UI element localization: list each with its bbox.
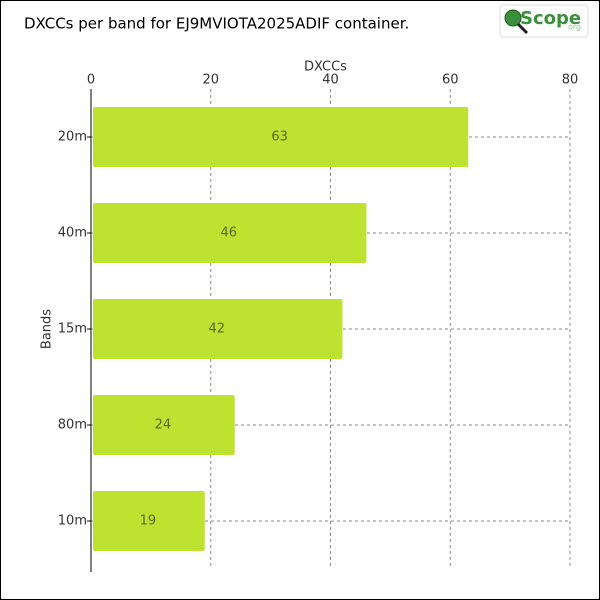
value-label: 63	[271, 130, 288, 145]
x-tick-label: 40	[322, 73, 339, 88]
y-tick-label: 40m	[58, 226, 87, 241]
bar	[93, 395, 235, 455]
x-tick-label: 0	[87, 73, 95, 88]
bar	[93, 299, 343, 359]
logo-handle	[516, 22, 529, 35]
bar	[93, 203, 367, 263]
y-axis-label: Bands	[40, 309, 55, 349]
x-axis-label: DXCCs	[304, 60, 347, 75]
y-tick-label: 15m	[58, 322, 87, 337]
value-label: 42	[208, 322, 225, 337]
x-tick-label: 20	[202, 73, 219, 88]
logo-icon	[504, 9, 522, 27]
logo-suffix: org	[568, 23, 581, 32]
logo: Scope org	[499, 4, 589, 38]
value-label: 46	[220, 226, 237, 241]
y-tick-label: 20m	[58, 130, 87, 145]
value-label: 24	[155, 418, 172, 433]
y-tick-label: 80m	[58, 418, 87, 433]
value-label: 19	[140, 514, 157, 529]
chart-title: DXCCs per band for EJ9MVIOTA2025ADIF con…	[24, 15, 409, 33]
bar	[93, 491, 205, 551]
logo-text: Scope	[520, 8, 581, 29]
bar	[93, 107, 469, 167]
y-tick-label: 10m	[58, 514, 87, 529]
x-tick-label: 60	[442, 73, 459, 88]
x-tick-label: 80	[562, 73, 579, 88]
